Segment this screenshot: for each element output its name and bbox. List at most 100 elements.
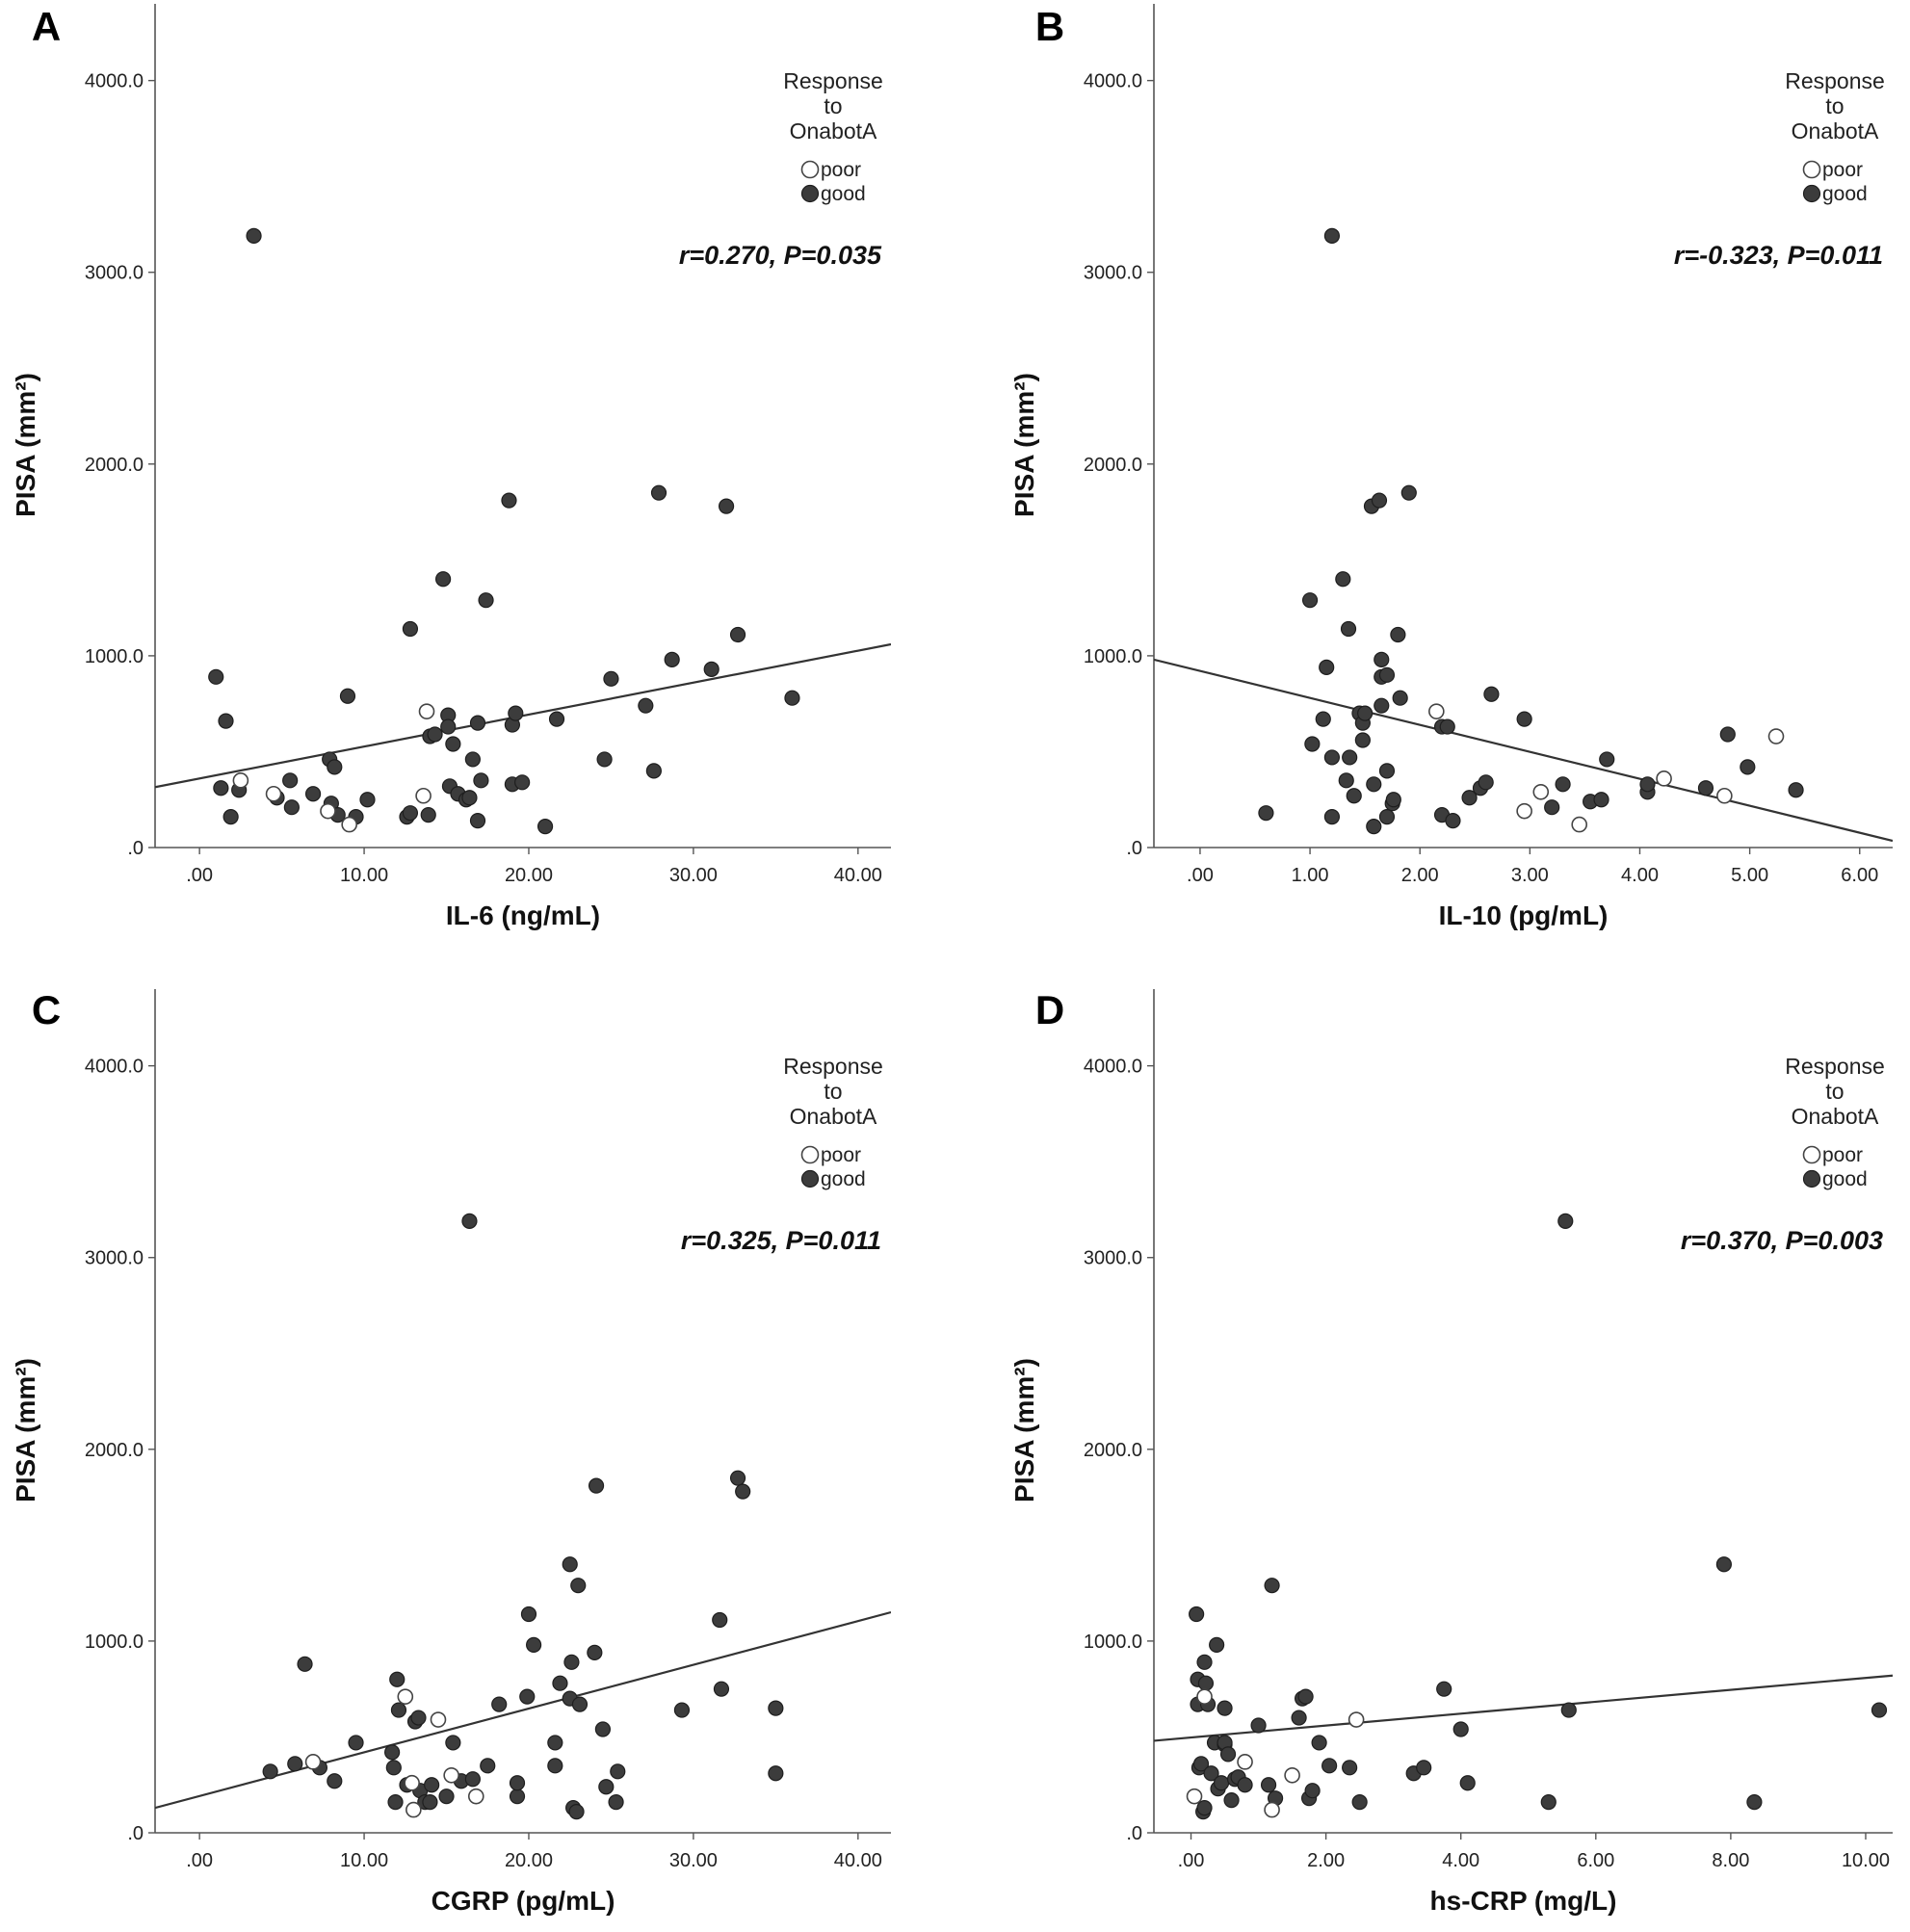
point-good [519, 1688, 536, 1705]
x-tick-label: 3.00 [1511, 865, 1549, 886]
legend-item-good: good [821, 1168, 866, 1190]
y-tick-label: .0 [127, 838, 144, 859]
point-poor [1196, 1688, 1213, 1705]
y-tick-label: 1000.0 [85, 646, 144, 667]
point-poor [341, 816, 357, 833]
point-good [1237, 1777, 1253, 1793]
panel-letter-c: C [32, 987, 61, 1032]
point-good [1319, 659, 1335, 675]
point-good [768, 1765, 784, 1782]
point-good [1197, 1675, 1215, 1691]
legend-item-poor: poor [1822, 1144, 1863, 1166]
point-good [1715, 1556, 1732, 1573]
point-good [304, 786, 322, 802]
point-good [1400, 484, 1417, 501]
point-good [1346, 788, 1362, 804]
point-good [445, 1735, 461, 1751]
panel-d: D .0 1000.0 2000.0 3000.0 4000.0 .00 2.00 4.00 6.… [1009, 987, 1893, 1916]
x-tick-label: 40.00 [834, 865, 882, 886]
fit-line [1154, 1674, 1893, 1742]
point-good [410, 1710, 427, 1726]
point-good [469, 715, 486, 731]
correlation-annotation: r=0.370, P=0.003 [1681, 1226, 1883, 1255]
point-good [570, 1578, 587, 1594]
point-good [547, 1735, 563, 1751]
y-tick-label: 3000.0 [1084, 263, 1142, 284]
point-good [461, 1213, 478, 1230]
legend-marker-good [800, 184, 820, 203]
point-good [1189, 1606, 1205, 1623]
point-good [1788, 782, 1804, 798]
x-tick-label: 6.00 [1577, 1850, 1614, 1871]
legend-title: Response [783, 68, 883, 93]
y-axis-title: PISA (mm²) [11, 373, 40, 517]
point-good [1304, 1783, 1321, 1799]
legend-title: OnabotA [1792, 1104, 1879, 1129]
y-axis-title: PISA (mm²) [1009, 1358, 1039, 1502]
point-good [509, 1775, 526, 1791]
legend-title: OnabotA [790, 1104, 877, 1129]
y-tick-label: 3000.0 [85, 263, 144, 284]
y-tick-label: .0 [1126, 838, 1142, 859]
y-tick-label: 2000.0 [85, 1440, 144, 1461]
point-good [1338, 772, 1354, 789]
point-good [1209, 1636, 1225, 1653]
x-tick-label: 2.00 [1401, 865, 1439, 886]
point-poor [1716, 787, 1733, 804]
point-good [1196, 1654, 1213, 1670]
y-tick-label: 1000.0 [1084, 646, 1142, 667]
point-poor [443, 1766, 459, 1784]
x-tick-label: 10.00 [340, 865, 388, 886]
x-tick-label: 4.00 [1442, 1850, 1479, 1871]
point-poor [1516, 802, 1532, 820]
point-good [1392, 690, 1408, 706]
point-good [645, 763, 662, 779]
panel-b: B .0 1000.0 2000.0 3000.0 4000.0 .00 1.00 2.00 3.… [1009, 4, 1893, 930]
legend-marker-poor [800, 1145, 820, 1164]
point-good [1719, 726, 1736, 743]
point-good [768, 1700, 784, 1716]
point-good [1260, 1777, 1277, 1793]
x-tick-label: 6.00 [1841, 865, 1878, 886]
x-tick-label: 10.00 [1842, 1850, 1890, 1871]
point-good [501, 492, 517, 509]
series-good [262, 1213, 784, 1820]
y-tick-label: 3000.0 [1084, 1248, 1142, 1269]
point-good [1416, 1760, 1432, 1776]
point-good [784, 690, 800, 706]
point-poor [304, 1754, 322, 1770]
x-tick-label: 40.00 [834, 1850, 882, 1871]
point-good [1459, 1775, 1476, 1791]
y-tick-label: 2000.0 [1084, 455, 1142, 476]
point-good [1357, 705, 1374, 721]
point-good [1366, 776, 1382, 793]
legend-item-poor: poor [1822, 159, 1863, 181]
point-poor [404, 1774, 420, 1791]
point-poor [1428, 703, 1445, 719]
point-poor [418, 703, 435, 719]
point-good [508, 705, 524, 721]
point-good [1342, 749, 1358, 766]
point-good [438, 1788, 455, 1805]
point-good [213, 780, 229, 796]
point-good [703, 661, 720, 677]
point-good [536, 818, 554, 835]
point-good [1323, 227, 1341, 244]
point-good [1378, 809, 1396, 825]
point-poor [1347, 1711, 1365, 1728]
point-good [348, 1735, 364, 1751]
point-good [598, 1779, 615, 1795]
point-good [1217, 1700, 1233, 1716]
legend-title: Response [1785, 1054, 1885, 1079]
point-good [1374, 651, 1390, 667]
point-good [1461, 790, 1478, 806]
point-good [1560, 1702, 1577, 1718]
point-good [461, 790, 478, 806]
legend-item-good: good [1822, 183, 1868, 205]
point-good [1483, 686, 1500, 702]
point-good [327, 1773, 343, 1789]
point-good [1374, 697, 1390, 714]
point-good [1639, 776, 1656, 793]
point-good [359, 792, 376, 808]
series-good [1258, 227, 1804, 835]
